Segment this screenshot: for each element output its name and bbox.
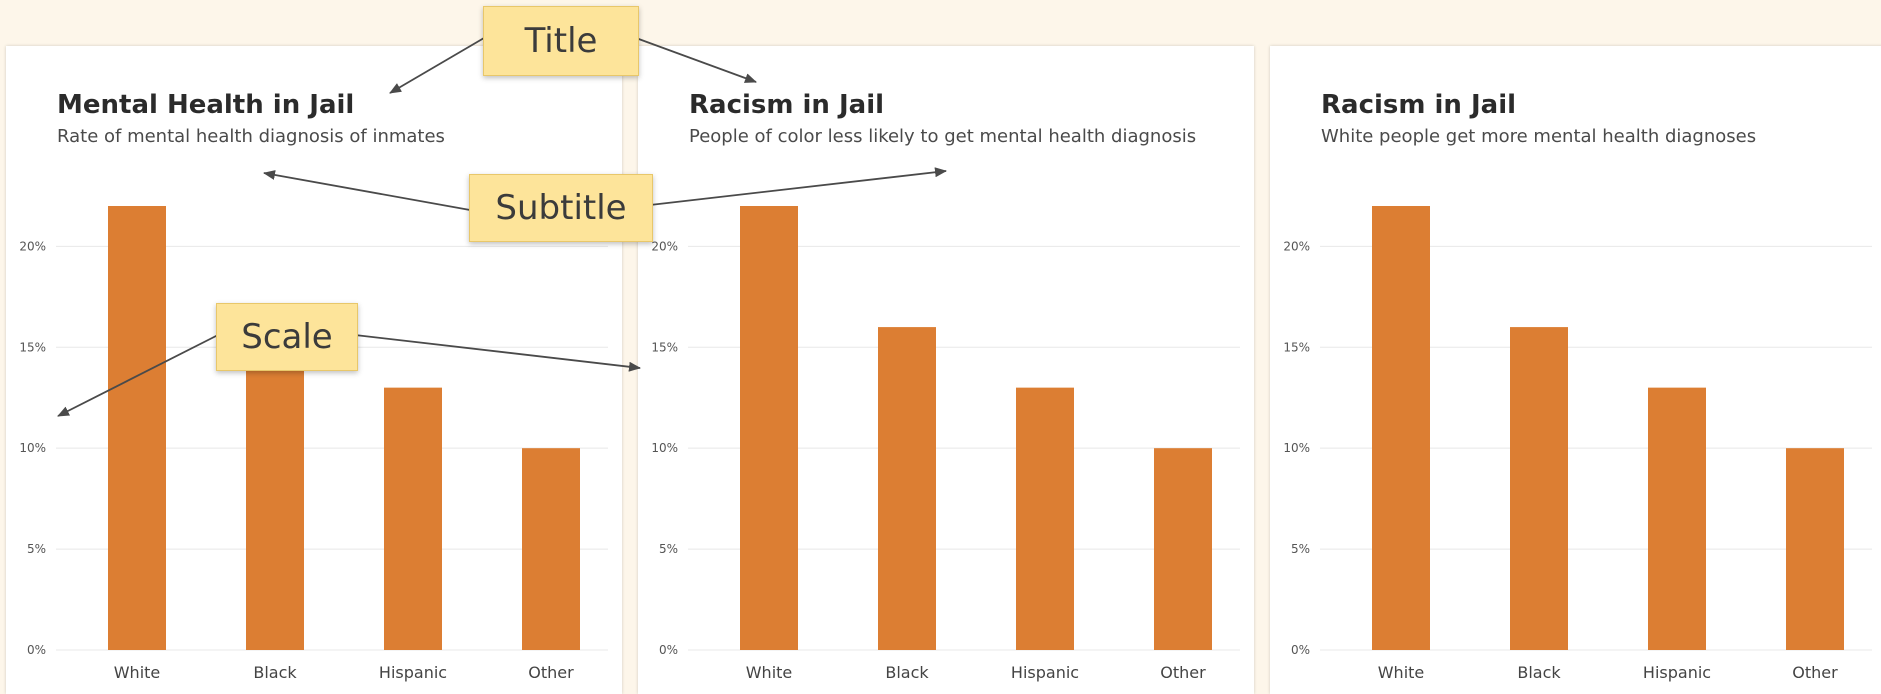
chart-subtitle: People of color less likely to get menta… bbox=[689, 126, 1197, 147]
bar-white bbox=[740, 206, 798, 650]
y-tick-label: 10% bbox=[651, 441, 678, 455]
bar-black bbox=[1510, 327, 1568, 650]
chart-title: Mental Health in Jail bbox=[57, 90, 355, 120]
arrow-scale-left bbox=[57, 334, 219, 417]
bar-hispanic bbox=[1648, 387, 1706, 650]
chart-title: Racism in Jail bbox=[1321, 90, 1517, 120]
y-tick-label: 0% bbox=[27, 643, 46, 657]
bar-hispanic bbox=[1016, 387, 1074, 650]
bar-other bbox=[1786, 448, 1844, 650]
chart-panel-racism-white: Racism in Jail White people get more men… bbox=[1270, 46, 1881, 694]
x-tick-label: White bbox=[114, 663, 161, 682]
arrow-subtitle-right bbox=[649, 167, 947, 206]
y-tick-label: 15% bbox=[651, 340, 678, 354]
bar-other bbox=[522, 448, 580, 650]
x-tick-label: Black bbox=[885, 663, 929, 682]
y-tick-label: 5% bbox=[659, 542, 678, 556]
bar-black bbox=[878, 327, 936, 650]
bar-white bbox=[108, 206, 166, 650]
x-tick-label: Hispanic bbox=[379, 663, 447, 682]
x-tick-label: Black bbox=[1517, 663, 1561, 682]
chart-subtitle: White people get more mental health diag… bbox=[1321, 126, 1757, 147]
bar-chart: 0% 5% 10% 15% 20% White Black Hispanic Other bbox=[1283, 206, 1872, 682]
arrow-subtitle-left bbox=[263, 170, 471, 211]
x-tick-label: Other bbox=[528, 663, 574, 682]
y-tick-label: 20% bbox=[19, 239, 46, 253]
chart-subtitle: Rate of mental health diagnosis of inmat… bbox=[57, 126, 445, 147]
chart-panel-mental-health: Mental Health in Jail Rate of mental hea… bbox=[6, 46, 622, 694]
x-tick-label: Other bbox=[1792, 663, 1838, 682]
bar-white bbox=[1372, 206, 1430, 650]
bar-chart: 0% 5% 10% 15% 20% White Black Hispanic Other bbox=[651, 206, 1240, 682]
y-tick-label: 20% bbox=[1283, 239, 1310, 253]
arrow-title-right bbox=[635, 37, 757, 83]
x-tick-label: Black bbox=[253, 663, 297, 682]
callout-title: Title bbox=[483, 6, 639, 76]
y-tick-label: 10% bbox=[1283, 441, 1310, 455]
bar-hispanic bbox=[384, 387, 442, 650]
y-tick-label: 0% bbox=[659, 643, 678, 657]
y-tick-label: 5% bbox=[27, 542, 46, 556]
arrow-title-left bbox=[389, 37, 485, 94]
y-tick-label: 10% bbox=[19, 441, 46, 455]
y-tick-label: 15% bbox=[19, 340, 46, 354]
y-tick-label: 20% bbox=[651, 239, 678, 253]
y-tick-label: 15% bbox=[1283, 340, 1310, 354]
x-tick-label: White bbox=[1378, 663, 1425, 682]
chart-panel-racism-color: Racism in Jail People of color less like… bbox=[638, 46, 1254, 694]
y-tick-label: 5% bbox=[1291, 542, 1310, 556]
bar-chart: 0% 5% 10% 15% 20% White Black Hispanic Other bbox=[19, 206, 608, 682]
y-tick-label: 0% bbox=[1291, 643, 1310, 657]
callout-subtitle: Subtitle bbox=[469, 174, 653, 242]
bar-other bbox=[1154, 448, 1212, 650]
bar-black bbox=[246, 327, 304, 650]
arrow-scale-right bbox=[354, 334, 641, 372]
x-tick-label: White bbox=[746, 663, 793, 682]
callout-scale: Scale bbox=[216, 303, 358, 371]
x-tick-label: Hispanic bbox=[1643, 663, 1711, 682]
chart-title: Racism in Jail bbox=[689, 90, 885, 120]
x-tick-label: Other bbox=[1160, 663, 1206, 682]
x-tick-label: Hispanic bbox=[1011, 663, 1079, 682]
